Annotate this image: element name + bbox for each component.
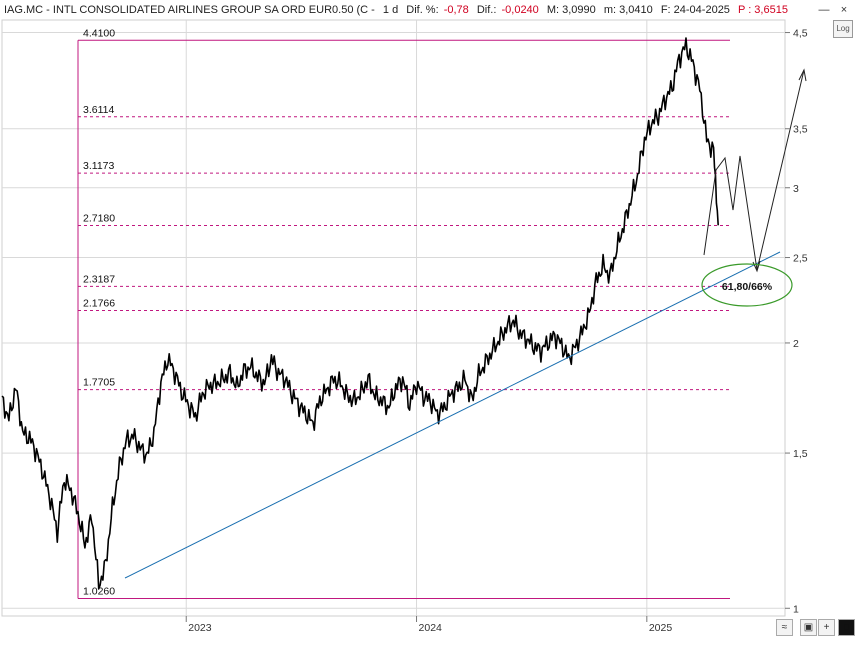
- annotations: 61,80/66%: [124, 68, 807, 579]
- x-tick-label: 2024: [419, 622, 443, 634]
- plot-frame: [1, 19, 786, 617]
- period-label: 1 d: [382, 4, 399, 16]
- ellipse-label: 61,80/66%: [722, 281, 773, 293]
- price-label: P : 3,6515: [738, 4, 788, 16]
- fib-level-label: 2.7180: [83, 213, 115, 225]
- symbol-label: IAG.MC - INTL CONSOLIDATED AIRLINES GROU…: [4, 4, 375, 16]
- arrow-head-up-icon: [798, 68, 807, 82]
- fibonacci-levels: 4.4100 3.6114 3.1173 2.7180 2.3187 2.1766 1.77…: [77, 27, 730, 599]
- y-tick-label: 2,5: [793, 253, 808, 265]
- fib-level-label: 3.6114: [83, 104, 114, 116]
- indicator-icon[interactable]: ≈: [776, 619, 793, 636]
- add-icon[interactable]: +: [818, 619, 835, 636]
- x-tick-label: 2025: [649, 622, 673, 634]
- dif-pct-value: -0,78: [443, 4, 469, 16]
- y-tick-label: 3,5: [793, 124, 808, 136]
- y-tick-label: 2: [793, 338, 799, 350]
- fib-level-label: 2.3187: [83, 273, 115, 285]
- color-swatch[interactable]: ■: [838, 619, 855, 636]
- price-series: [1, 37, 719, 590]
- fib-level-label: 3.1173: [83, 160, 114, 172]
- y-tick-label: 4,5: [793, 28, 808, 40]
- x-tick-label: 2023: [188, 622, 212, 634]
- date-label: F: 24-04-2025: [660, 4, 730, 16]
- y-tick-label: 1,5: [793, 448, 808, 460]
- x-axis-ticks: 2023 2024 2025: [185, 616, 673, 634]
- trend-line: [124, 251, 781, 579]
- max-label: M: 3,0990: [546, 4, 596, 16]
- y-tick-label: 3: [793, 183, 799, 195]
- dif-pct-label: Dif. %:: [406, 4, 439, 16]
- fib-level-label: 2.1766: [83, 298, 115, 310]
- target-ellipse: [701, 263, 793, 307]
- save-icon[interactable]: ▣: [800, 619, 817, 636]
- min-label: m: 3,0410: [603, 4, 653, 16]
- y-tick-label: 1: [793, 603, 799, 615]
- fib-level-label: 1.0260: [83, 585, 115, 597]
- log-scale-button[interactable]: Log: [833, 20, 853, 38]
- y-axis-ticks: 1 1,5 2 2,5 3 3,5 4,5: [785, 28, 808, 615]
- chart-header: IAG.MC - INTL CONSOLIDATED AIRLINES GROU…: [0, 0, 857, 20]
- dif-value: -0,0240: [501, 4, 539, 16]
- price-line: [1, 37, 719, 590]
- grid-lines: [2, 20, 785, 616]
- close-icon[interactable]: ×: [840, 4, 848, 16]
- dif-label: Dif.:: [476, 4, 497, 16]
- fib-level-label: 1.7705: [83, 377, 115, 389]
- fib-level-label: 4.4100: [83, 27, 115, 39]
- minimize-icon[interactable]: —: [818, 4, 830, 16]
